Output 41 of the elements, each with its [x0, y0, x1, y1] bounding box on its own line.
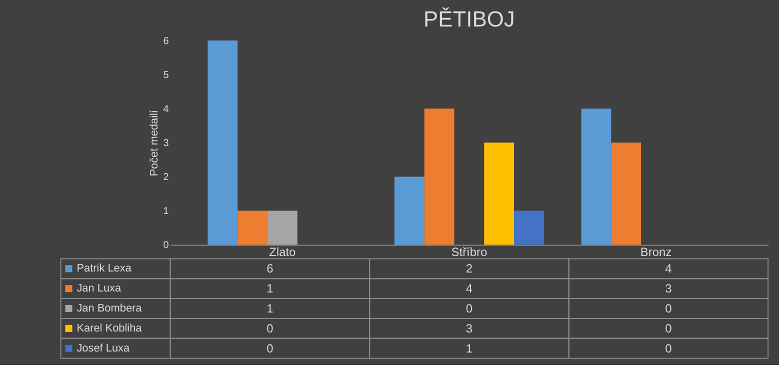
data-label: 0	[665, 321, 672, 336]
legend-label: Jan Bombera	[76, 302, 143, 315]
data-label: 4	[665, 262, 672, 276]
data-label: 0	[266, 321, 274, 336]
bar	[424, 108, 454, 245]
data-label: 0	[665, 341, 672, 356]
y-tick-label: 3	[163, 138, 170, 150]
bar	[238, 210, 268, 245]
data-label: 1	[466, 341, 473, 356]
data-label: 1	[266, 282, 274, 296]
legend-label: Josef Luxa	[76, 342, 131, 354]
bar	[208, 40, 238, 245]
bar	[581, 108, 612, 245]
y-tick-label: 5	[163, 70, 170, 82]
data-label: 3	[466, 321, 473, 336]
bar	[394, 176, 424, 245]
data-label: 3	[665, 282, 672, 296]
data-label: 1	[266, 302, 274, 316]
x-tick-label: Stříbro	[451, 245, 488, 260]
y-tick-label: 6	[163, 36, 170, 48]
legend-label: Karel Kobliha	[76, 322, 143, 334]
x-tick-label: Bronz	[640, 245, 672, 260]
legend-label: Patrik Lexa	[76, 262, 132, 275]
y-axis-title: Počet medailí	[148, 110, 160, 176]
data-label: 4	[466, 282, 473, 296]
legend-label: Jan Luxa	[76, 282, 122, 295]
data-label: 2	[466, 262, 473, 276]
data-label: 6	[266, 262, 274, 276]
bar	[514, 210, 544, 245]
y-tick-label: 1	[163, 206, 170, 218]
y-tick-label: 2	[163, 172, 170, 184]
y-tick-label: 0	[163, 240, 170, 252]
y-tick-label: 4	[163, 104, 170, 116]
data-label: 0	[466, 302, 473, 316]
bar	[611, 142, 642, 245]
bar	[484, 142, 514, 245]
chart-title: PĚTIBOJ	[424, 6, 515, 32]
bar	[267, 210, 298, 245]
data-label: 0	[266, 341, 274, 356]
x-tick-label: Zlato	[269, 245, 296, 260]
data-label: 0	[665, 302, 672, 316]
